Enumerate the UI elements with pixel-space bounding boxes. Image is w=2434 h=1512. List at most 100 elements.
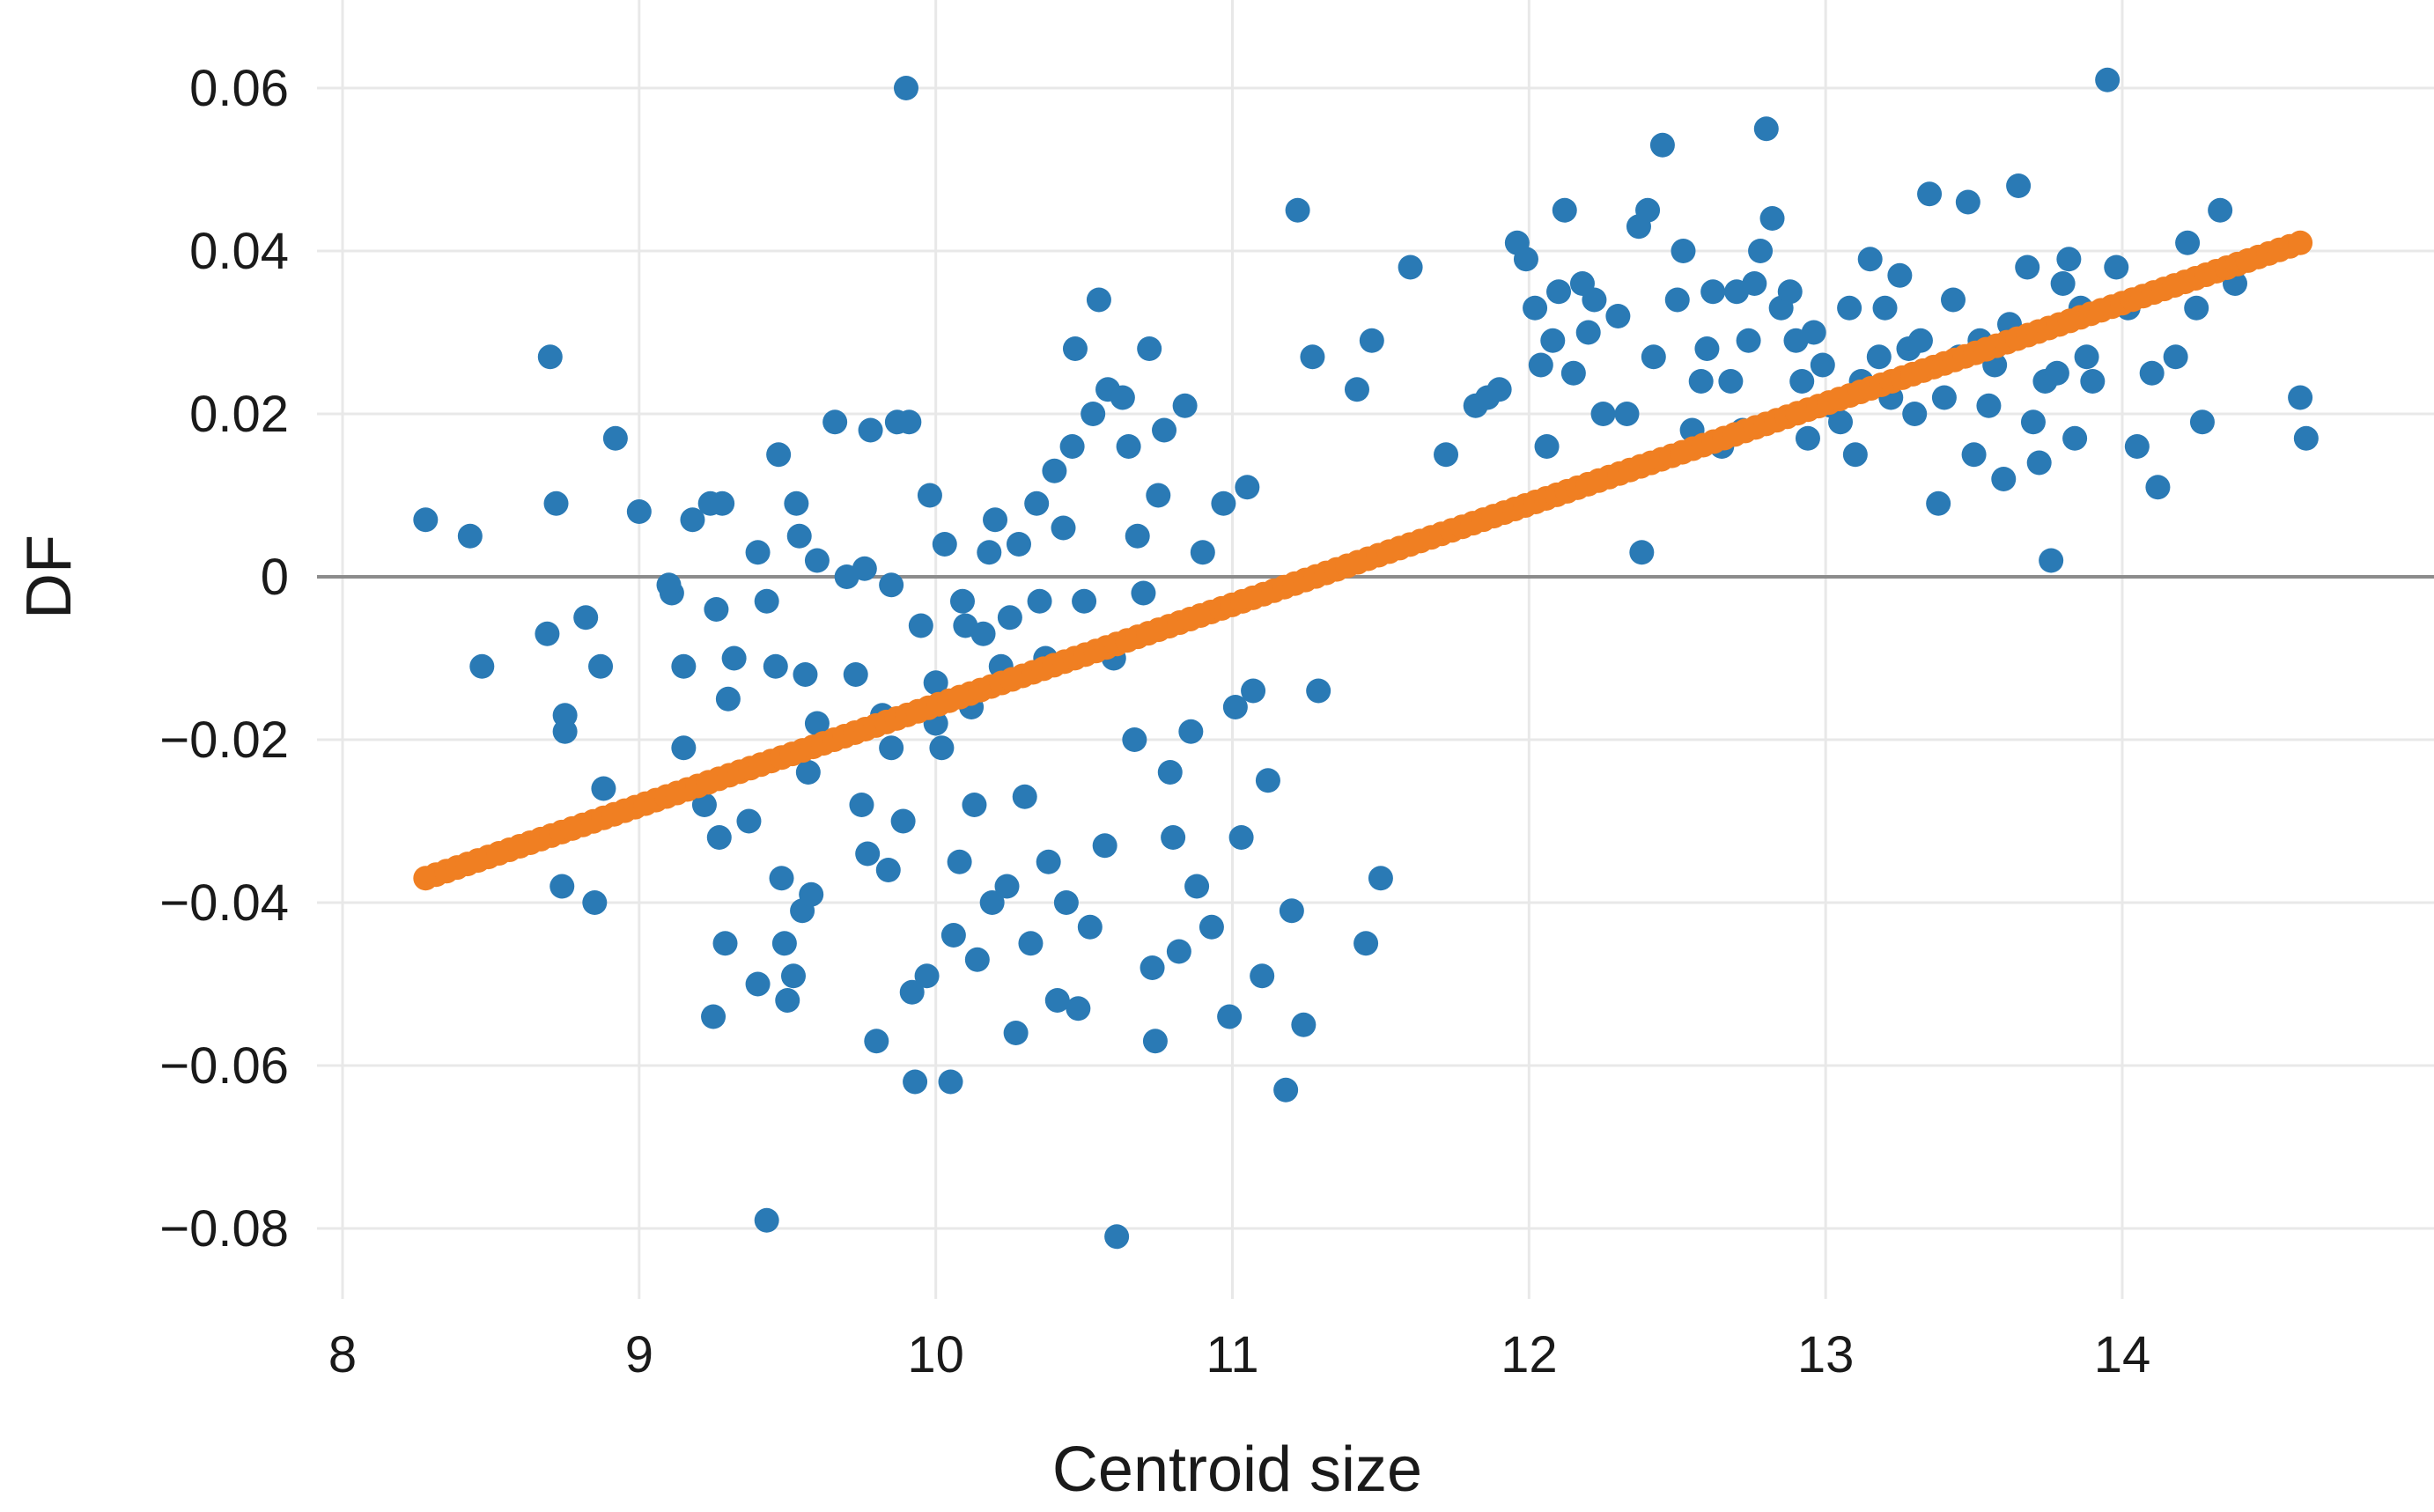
observed-point: [602, 425, 628, 451]
observed-point: [914, 963, 940, 989]
observed-point: [1664, 287, 1690, 313]
y-tick-label: 0.02: [189, 386, 289, 443]
observed-point: [736, 808, 762, 834]
x-tick-label: 12: [1501, 1326, 1558, 1383]
observed-point: [793, 662, 818, 687]
observed-point: [940, 923, 966, 948]
observed-point: [970, 621, 996, 646]
observed-point: [780, 963, 806, 989]
observed-point: [1866, 344, 1892, 370]
observed-point: [1887, 262, 1913, 288]
observed-point: [1062, 336, 1088, 361]
observed-point: [1641, 344, 1666, 370]
observed-point: [1671, 239, 1696, 263]
observed-point: [1222, 695, 1248, 719]
x-axis-title: Centroid size: [1052, 1435, 1422, 1505]
observed-point: [1810, 352, 1835, 378]
observed-point: [2015, 254, 2040, 280]
observed-point: [1166, 939, 1191, 964]
observed-point: [1931, 385, 1957, 410]
observed-point: [775, 988, 800, 1013]
observed-point: [2189, 409, 2215, 435]
observed-point: [903, 1069, 928, 1095]
x-tick-label: 8: [328, 1326, 357, 1383]
observed-point: [766, 442, 792, 468]
observed-point: [1285, 197, 1310, 223]
observed-point: [1279, 898, 1304, 924]
observed-point: [1152, 417, 1177, 443]
y-tick-label: −0.04: [159, 874, 289, 932]
observed-point: [2145, 475, 2171, 500]
observed-point: [1955, 189, 1980, 215]
observed-point: [2139, 360, 2165, 386]
observed-point: [1837, 295, 1862, 321]
observed-point: [979, 890, 1005, 915]
y-tick-label: −0.06: [159, 1037, 289, 1095]
observed-point: [1649, 132, 1675, 158]
x-tick-label: 10: [907, 1326, 964, 1383]
y-axis-title: DF: [14, 535, 85, 619]
observed-point: [964, 947, 990, 972]
observed-point: [1560, 360, 1586, 386]
observed-point: [1688, 369, 1714, 394]
observed-point: [1172, 393, 1198, 418]
observed-point: [899, 979, 925, 1005]
observed-point: [1528, 352, 1553, 378]
observed-point: [2044, 360, 2069, 386]
observed-point: [1081, 402, 1106, 426]
observed-point: [2124, 434, 2150, 459]
observed-point: [855, 841, 881, 867]
observed-point: [1976, 393, 2002, 418]
observed-point: [573, 605, 599, 631]
observed-point: [2104, 254, 2129, 280]
observed-point: [1116, 434, 1141, 459]
observed-point: [1024, 490, 1050, 516]
observed-point: [799, 881, 824, 907]
observed-point: [1344, 377, 1369, 402]
observed-point: [1857, 247, 1883, 272]
observed-point: [1917, 181, 1943, 207]
observed-point: [1125, 523, 1150, 549]
observed-point: [2056, 247, 2082, 272]
observed-point: [1235, 475, 1260, 500]
observed-point: [1190, 540, 1215, 565]
observed-point: [1718, 369, 1744, 394]
observed-point: [771, 931, 797, 956]
observed-point: [1036, 849, 1061, 874]
observed-point: [786, 523, 812, 549]
observed-point: [2293, 425, 2319, 451]
observed-point: [1161, 825, 1186, 850]
observed-point: [2062, 425, 2088, 451]
observed-point: [896, 409, 922, 435]
observed-point: [795, 760, 821, 785]
observed-point: [537, 344, 563, 370]
observed-point: [704, 597, 729, 622]
x-axis-tick-labels: 8 9 10 11 12 13 14: [328, 1326, 2150, 1383]
observed-point: [949, 588, 975, 614]
observed-point: [1534, 434, 1560, 459]
observed-point: [2208, 197, 2233, 223]
observed-point: [582, 890, 608, 915]
observed-point: [754, 1207, 779, 1233]
observed-point: [1077, 914, 1103, 940]
observed-point: [849, 793, 874, 817]
observed-point: [549, 874, 575, 899]
observed-point: [1902, 402, 1928, 426]
observed-point: [1217, 1004, 1243, 1029]
observed-point: [977, 540, 1002, 565]
observed-point: [1907, 328, 1933, 353]
observed-point: [1178, 719, 1204, 744]
x-tick-label: 13: [1797, 1326, 1855, 1383]
observed-point: [1575, 320, 1601, 345]
observed-point: [1250, 963, 1275, 989]
observed-point: [1012, 784, 1037, 809]
observed-point: [2020, 409, 2046, 435]
observed-point: [706, 825, 732, 850]
observed-point: [1398, 254, 1423, 280]
y-tick-label: 0: [261, 549, 289, 606]
observed-point: [2080, 369, 2106, 394]
x-tick-label: 9: [625, 1326, 653, 1383]
observed-point: [710, 490, 735, 516]
observed-point: [923, 670, 948, 696]
